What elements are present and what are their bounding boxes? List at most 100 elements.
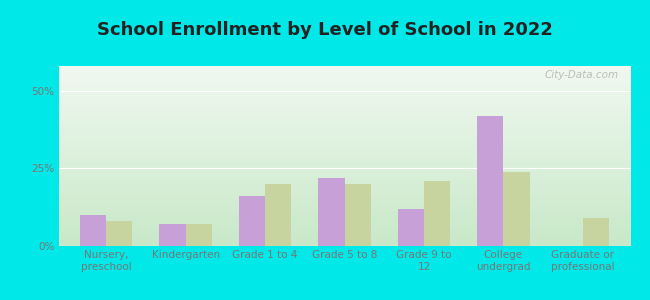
- Bar: [58, 94, 630, 95]
- Bar: [159, 224, 186, 246]
- Bar: [58, 69, 630, 70]
- Bar: [58, 131, 630, 132]
- Bar: [58, 129, 630, 130]
- Bar: [58, 109, 630, 110]
- Bar: [58, 213, 630, 214]
- Bar: [58, 209, 630, 210]
- Bar: [58, 163, 630, 164]
- Bar: [58, 158, 630, 159]
- Bar: [58, 184, 630, 185]
- Bar: [58, 90, 630, 91]
- Bar: [58, 147, 630, 148]
- Bar: [58, 138, 630, 139]
- Bar: [58, 112, 630, 113]
- Bar: [58, 237, 630, 238]
- Bar: [58, 197, 630, 198]
- Bar: [58, 229, 630, 230]
- Bar: [58, 66, 630, 67]
- Bar: [58, 110, 630, 111]
- Bar: [58, 226, 630, 227]
- Bar: [58, 241, 630, 242]
- Bar: [58, 212, 630, 213]
- Bar: [58, 70, 630, 71]
- Bar: [58, 132, 630, 133]
- Bar: [58, 207, 630, 208]
- Bar: [58, 228, 630, 229]
- Bar: [58, 67, 630, 68]
- Bar: [58, 150, 630, 151]
- Bar: [58, 169, 630, 170]
- Bar: [186, 224, 212, 246]
- Bar: [58, 106, 630, 107]
- Bar: [58, 232, 630, 233]
- Bar: [58, 174, 630, 175]
- Text: City-Data.com: City-Data.com: [545, 70, 619, 80]
- Bar: [58, 243, 630, 244]
- Bar: [58, 204, 630, 205]
- Bar: [58, 116, 630, 117]
- Bar: [58, 111, 630, 112]
- Bar: [58, 178, 630, 179]
- Bar: [58, 139, 630, 140]
- Bar: [58, 141, 630, 142]
- Bar: [58, 76, 630, 77]
- Bar: [58, 124, 630, 125]
- Bar: [58, 74, 630, 75]
- Bar: [58, 171, 630, 172]
- Bar: [58, 215, 630, 216]
- Bar: [58, 156, 630, 157]
- Bar: [58, 72, 630, 73]
- Bar: [265, 184, 291, 246]
- Bar: [58, 164, 630, 165]
- Bar: [58, 190, 630, 191]
- Bar: [58, 206, 630, 207]
- Bar: [58, 107, 630, 108]
- Bar: [58, 73, 630, 74]
- Bar: [58, 154, 630, 155]
- Bar: [58, 198, 630, 199]
- Bar: [58, 180, 630, 181]
- Bar: [58, 82, 630, 83]
- Bar: [58, 203, 630, 204]
- Bar: [58, 157, 630, 158]
- Bar: [58, 149, 630, 150]
- Bar: [58, 120, 630, 121]
- Bar: [58, 160, 630, 161]
- Bar: [58, 223, 630, 224]
- Bar: [58, 91, 630, 92]
- Bar: [58, 170, 630, 171]
- Bar: [58, 100, 630, 101]
- Bar: [58, 227, 630, 228]
- Bar: [58, 126, 630, 127]
- Bar: [58, 81, 630, 82]
- Bar: [58, 201, 630, 202]
- Bar: [58, 230, 630, 231]
- Bar: [58, 101, 630, 102]
- Bar: [58, 128, 630, 129]
- Bar: [58, 127, 630, 128]
- Bar: [80, 215, 106, 246]
- Bar: [58, 233, 630, 234]
- Bar: [58, 194, 630, 195]
- Bar: [58, 151, 630, 152]
- Bar: [58, 231, 630, 232]
- Bar: [58, 84, 630, 85]
- Bar: [58, 83, 630, 84]
- Bar: [239, 196, 265, 246]
- Bar: [58, 119, 630, 120]
- Bar: [318, 178, 344, 246]
- Bar: [58, 169, 630, 170]
- Bar: [58, 95, 630, 96]
- Bar: [106, 221, 133, 246]
- Bar: [503, 172, 530, 246]
- Bar: [58, 205, 630, 206]
- Bar: [58, 193, 630, 194]
- Bar: [58, 245, 630, 246]
- Bar: [58, 105, 630, 106]
- Bar: [58, 167, 630, 168]
- Bar: [58, 89, 630, 90]
- Bar: [58, 133, 630, 134]
- Bar: [58, 172, 630, 173]
- Bar: [58, 179, 630, 180]
- Bar: [58, 103, 630, 104]
